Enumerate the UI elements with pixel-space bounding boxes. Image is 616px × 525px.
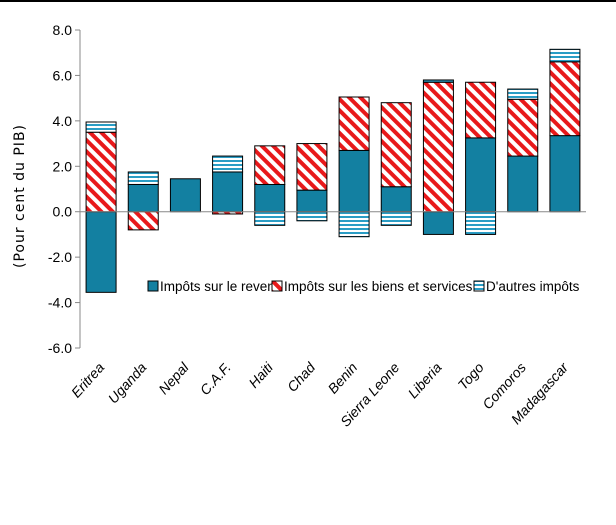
bar-segment bbox=[212, 155, 244, 173]
bar-segment bbox=[212, 171, 244, 213]
x-category-label: Togo bbox=[454, 359, 487, 393]
bar-segment bbox=[507, 98, 539, 157]
bar-segment bbox=[380, 102, 412, 188]
legend-label: Impôts sur les biens et services bbox=[284, 279, 473, 294]
bar-segment bbox=[296, 189, 328, 213]
bar-segment bbox=[127, 211, 159, 231]
y-axis-label: (Pour cent du PIB) bbox=[12, 124, 28, 268]
y-tick-label: -2.0 bbox=[48, 249, 72, 265]
legend-label: Impôts sur le revenu bbox=[160, 279, 282, 294]
x-category-label: C.A.F. bbox=[197, 359, 234, 398]
legend-swatch bbox=[147, 280, 159, 292]
y-tick-label: 0.0 bbox=[53, 204, 73, 220]
bar-segment bbox=[422, 81, 454, 213]
y-tick-label: -6.0 bbox=[48, 340, 72, 356]
bar-segment bbox=[465, 81, 497, 139]
bar-segment bbox=[549, 61, 581, 137]
x-category-label: Nepal bbox=[155, 359, 192, 398]
bar-segment bbox=[338, 211, 370, 238]
bar-segment bbox=[85, 131, 117, 213]
bar-segment bbox=[422, 211, 454, 235]
bar-segment bbox=[380, 211, 412, 226]
bar-segment bbox=[465, 211, 497, 235]
legend-swatch bbox=[473, 280, 485, 292]
y-tick-label: 6.0 bbox=[53, 67, 73, 83]
x-category-label: Haiti bbox=[245, 359, 276, 391]
bar-segment bbox=[338, 149, 370, 213]
bar-segment bbox=[549, 135, 581, 213]
legend: Impôts sur le revenu Impôts sur les biens… bbox=[147, 279, 580, 294]
bar-segment bbox=[169, 178, 201, 213]
bar-segment bbox=[465, 137, 497, 213]
x-category-label: Benin bbox=[324, 359, 360, 396]
legend-swatch bbox=[271, 280, 283, 292]
y-tick-label: 8.0 bbox=[53, 22, 73, 38]
bar-segment bbox=[380, 186, 412, 213]
y-tick-label: 2.0 bbox=[53, 158, 73, 174]
bar-segment bbox=[296, 211, 328, 222]
legend-label: D'autres impôts bbox=[486, 279, 580, 294]
bar-segment bbox=[422, 79, 454, 83]
bar-segment bbox=[507, 88, 539, 100]
x-category-label: Uganda bbox=[105, 359, 150, 406]
bar-segment bbox=[85, 121, 117, 133]
bar-segment bbox=[85, 211, 117, 293]
bar-segment bbox=[127, 171, 159, 185]
bar-segment bbox=[254, 145, 286, 185]
y-tick-label: -4.0 bbox=[48, 295, 72, 311]
x-category-label: Chad bbox=[284, 358, 319, 394]
bar-segment bbox=[254, 211, 286, 226]
bar-segment bbox=[296, 143, 328, 191]
x-category-label: Eritrea bbox=[68, 359, 108, 401]
bar-segment bbox=[549, 48, 581, 63]
y-tick-label: 4.0 bbox=[53, 113, 73, 129]
bar-segment bbox=[507, 155, 539, 213]
bar-segment bbox=[254, 183, 286, 213]
x-category-label: Liberia bbox=[405, 359, 445, 401]
bar-segment bbox=[338, 96, 370, 151]
bar-segment bbox=[127, 183, 159, 213]
